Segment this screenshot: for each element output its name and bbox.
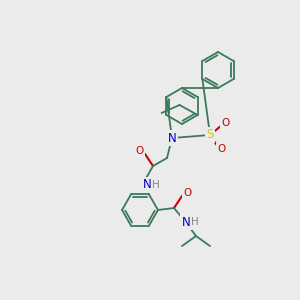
- Text: O: O: [221, 118, 229, 128]
- Text: O: O: [183, 188, 191, 198]
- Text: N: N: [168, 131, 176, 145]
- Text: H: H: [191, 217, 199, 227]
- Text: O: O: [217, 144, 225, 154]
- Text: N: N: [182, 215, 190, 229]
- Text: S: S: [206, 128, 214, 142]
- Text: O: O: [136, 146, 144, 156]
- Text: H: H: [152, 180, 160, 190]
- Text: N: N: [142, 178, 152, 191]
